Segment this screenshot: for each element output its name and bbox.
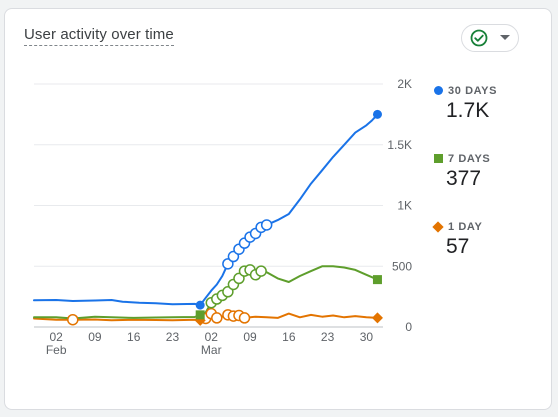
data-point-30-days	[260, 219, 273, 231]
x-tick-label: 23	[166, 330, 180, 344]
legend-label-1-day: 1 DAY	[448, 221, 483, 233]
legend-label-30-days: 30 DAYS	[448, 85, 498, 97]
user-activity-card	[4, 8, 552, 410]
x-tick-label: 16	[127, 330, 141, 344]
x-tick-label: 23	[321, 330, 335, 344]
x-tick-label: 02	[205, 330, 219, 344]
x-tick-label: 09	[88, 330, 102, 344]
data-point-7-days	[372, 275, 382, 285]
status-dropdown-button[interactable]	[461, 24, 519, 52]
x-tick-label: 30	[360, 330, 374, 344]
x-tick-label: 16	[282, 330, 296, 344]
check-circle-icon	[470, 29, 488, 47]
card-title[interactable]: User activity over time	[24, 26, 174, 46]
data-point-30-days	[372, 109, 382, 119]
legend-item-30-days[interactable]: 30 DAYS 1.7K	[432, 85, 497, 123]
x-tick-label: 02	[49, 330, 63, 344]
data-point-1-day	[238, 312, 251, 324]
y-tick-label: 0	[405, 320, 412, 334]
legend-item-7-days[interactable]: 7 DAYS 377	[432, 153, 490, 191]
y-tick-label: 500	[392, 259, 412, 273]
y-tick-label: 2K	[397, 77, 412, 91]
x-tick-label: 09	[243, 330, 257, 344]
legend-value-7-days: 377	[446, 167, 482, 190]
series-line-7-days	[33, 265, 379, 320]
data-point-7-days	[195, 310, 205, 320]
data-point-1-day	[211, 312, 223, 324]
y-tick-label: 1K	[397, 199, 412, 213]
legend-value-1-day: 57	[446, 235, 470, 258]
x-tick-sublabel: Mar	[201, 343, 222, 357]
legend-value-30-days: 1.7K	[446, 99, 490, 122]
data-point-30-days	[195, 300, 205, 310]
data-point-1-day	[67, 313, 79, 326]
series-line-30-days	[33, 113, 379, 307]
data-point-1-day	[371, 312, 383, 324]
legend-item-1-day[interactable]: 1 DAY 57	[432, 221, 482, 259]
legend-marker-1-day	[432, 221, 444, 233]
data-point-7-days	[255, 265, 267, 277]
legend-marker-7-days	[434, 154, 443, 163]
y-tick-label: 1.5K	[387, 138, 412, 152]
legend-marker-30-days	[434, 86, 443, 95]
caret-down-icon	[500, 35, 510, 40]
legend-label-7-days: 7 DAYS	[448, 153, 491, 165]
x-tick-sublabel: Feb	[46, 343, 67, 357]
